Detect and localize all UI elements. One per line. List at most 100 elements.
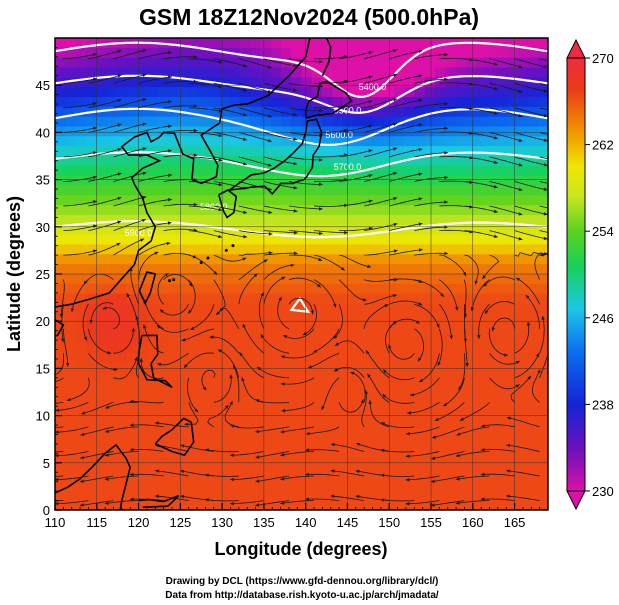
field-cell — [311, 274, 323, 285]
field-cell — [517, 283, 529, 295]
field-cell — [188, 87, 200, 98]
field-cell — [260, 441, 272, 452]
field-cell — [219, 431, 231, 442]
field-cell — [527, 431, 539, 442]
field-cell — [260, 342, 272, 354]
field-cell — [291, 362, 303, 373]
field-cell — [322, 47, 333, 59]
streamline — [514, 107, 548, 117]
field-cell — [373, 283, 385, 295]
field-cell — [126, 264, 138, 275]
field-cell — [476, 106, 487, 118]
field-cell — [496, 490, 508, 501]
field-cell — [209, 490, 220, 501]
field-cell — [137, 392, 149, 403]
field-cell — [465, 372, 477, 383]
field-cell — [167, 401, 179, 413]
field-cell — [116, 77, 128, 88]
field-cell — [270, 421, 282, 432]
field-cell — [229, 136, 241, 147]
streamline — [389, 74, 423, 84]
field-cell — [106, 490, 118, 501]
streamline-arrow — [368, 51, 373, 55]
field-cell — [363, 283, 374, 295]
field-cell — [116, 47, 128, 59]
field-cell — [96, 205, 107, 216]
streamline-arrow — [444, 126, 448, 131]
field-cell — [85, 382, 97, 393]
field-cell — [424, 451, 436, 462]
coast-island — [199, 261, 203, 265]
field-cell — [332, 274, 344, 285]
streamline-arrow — [515, 360, 520, 365]
streamline-arrow — [167, 221, 172, 225]
field-cell — [250, 313, 262, 324]
field-cell — [75, 136, 87, 147]
field-cell — [537, 362, 548, 373]
field-cell — [55, 224, 66, 236]
field-cell — [250, 215, 262, 226]
field-cell — [476, 274, 487, 285]
streamline-arrow — [129, 423, 134, 427]
field-cell — [301, 254, 313, 265]
field-cell — [465, 382, 477, 393]
field-cell — [527, 136, 539, 147]
field-cell — [414, 283, 426, 295]
streamline-arrow — [283, 335, 288, 339]
field-cell — [96, 431, 107, 442]
field-cell — [167, 244, 179, 255]
streamline-arrow — [393, 249, 398, 253]
field-cell — [106, 431, 118, 442]
field-cell — [178, 47, 190, 59]
streamline-arrow — [89, 319, 93, 324]
field-cell — [301, 106, 313, 118]
streamline — [188, 82, 223, 88]
streamline — [63, 127, 97, 133]
field-cell — [506, 244, 518, 255]
field-cell — [75, 67, 87, 78]
field-cell — [486, 500, 498, 510]
streamline — [313, 178, 348, 182]
field-cell — [178, 234, 190, 246]
field-cell — [435, 97, 446, 108]
streamline — [138, 251, 159, 280]
field-cell — [322, 490, 333, 501]
field-cell — [414, 274, 426, 285]
streamline-arrow — [406, 431, 410, 436]
field-cell — [342, 392, 354, 403]
field-cell — [342, 254, 354, 265]
field-cell — [363, 392, 374, 403]
field-cell — [137, 67, 149, 78]
field-cell — [527, 441, 539, 452]
field-cell — [96, 57, 107, 69]
contour-5400 — [55, 41, 548, 99]
field-cell — [280, 47, 292, 59]
field-cell — [219, 215, 231, 226]
field-cell — [352, 264, 364, 275]
field-cell — [106, 382, 118, 393]
field-cell — [157, 451, 169, 462]
streamline — [389, 148, 423, 158]
field-cell — [506, 313, 518, 324]
colorbar-tick-label: 230 — [592, 484, 614, 499]
streamline — [213, 374, 232, 403]
field-cell — [527, 470, 539, 482]
field-cell — [506, 372, 518, 383]
field-cell — [188, 342, 200, 354]
field-cell — [322, 342, 333, 354]
streamline-arrow — [65, 362, 70, 367]
field-cell — [126, 313, 138, 324]
streamline — [338, 399, 364, 413]
field-cell — [239, 254, 251, 265]
streamline-arrow — [281, 382, 285, 386]
field-cell — [311, 195, 323, 206]
field-cell — [517, 67, 529, 78]
streamline-arrow — [543, 113, 548, 118]
field-cell — [239, 244, 251, 255]
field-cell — [404, 215, 416, 226]
streamline-arrow — [104, 501, 109, 505]
field-cell — [424, 303, 436, 314]
field-cell — [137, 460, 149, 472]
field-cell — [188, 490, 200, 501]
field-cell — [219, 234, 231, 246]
